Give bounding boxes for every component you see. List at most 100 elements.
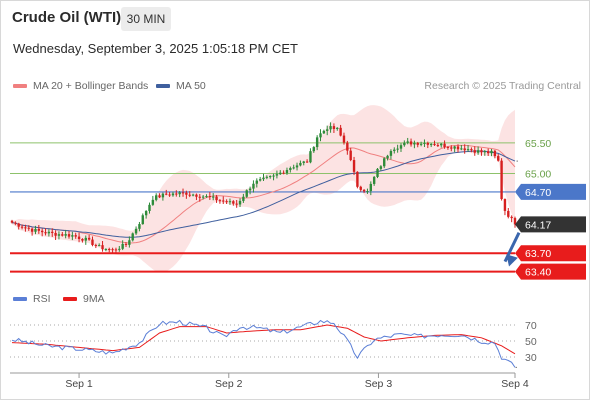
x-tick-label-0: Sep 1 (65, 378, 93, 390)
candle-body (67, 234, 71, 237)
candle-body (372, 176, 376, 184)
candle-body (319, 133, 322, 138)
candle-body (292, 167, 295, 169)
rsi-tick-50: 50 (525, 336, 537, 348)
candle-body (114, 249, 118, 251)
candle-body (460, 148, 463, 150)
candle-body (188, 194, 191, 196)
legend-rsi-ma: 9MA (63, 293, 105, 305)
candle-body (356, 171, 359, 187)
timeframe-badge[interactable]: 30 MIN (121, 7, 171, 31)
last-price-tag (515, 216, 586, 233)
candle-body (111, 249, 114, 251)
level-label-63.70: 63.70 (525, 248, 551, 260)
candle-body (349, 150, 352, 161)
candle-body (248, 188, 252, 191)
x-tick-label-2: Sep 3 (365, 378, 393, 390)
candle-body (476, 150, 480, 153)
candle-body (262, 177, 265, 180)
rsi-tick-30: 30 (525, 352, 537, 364)
candle-body (148, 204, 151, 211)
candle-body (409, 141, 413, 145)
candle-body (362, 189, 366, 192)
candle-body (470, 149, 473, 151)
level-label-65.00: 65.00 (525, 169, 551, 181)
candle-body (218, 200, 222, 202)
candle-body (161, 193, 165, 198)
candle-body (352, 160, 356, 172)
candle-body (312, 147, 315, 152)
rsi-tick-70: 70 (525, 320, 537, 332)
rsi-panel-layer: 70 50 30 (10, 319, 537, 368)
candle-body (51, 231, 54, 233)
legend-rsi: RSI (13, 293, 51, 305)
candle-body (212, 196, 215, 198)
candle-body (399, 145, 403, 149)
candle-body (208, 196, 212, 198)
candle-body (57, 234, 61, 236)
candle-body (285, 170, 289, 174)
candle-body (198, 196, 201, 198)
candle-body (252, 183, 255, 189)
legend-ma20-label: MA 20 + Bollinger Bands (33, 80, 149, 92)
candle-body (346, 142, 349, 151)
candle-body (144, 210, 148, 216)
candle-body (14, 222, 17, 224)
candle-body (34, 228, 37, 232)
candle-body (24, 227, 27, 229)
candle-body (443, 143, 446, 148)
candle-body (71, 235, 74, 237)
candle-body (486, 151, 490, 154)
candle-body (366, 191, 369, 193)
candle-body (81, 238, 84, 241)
candle-body (269, 176, 272, 178)
level-tag-63.40 (515, 263, 586, 280)
candle-body (84, 237, 87, 241)
candle-body (201, 196, 205, 198)
candle-body (379, 166, 383, 169)
candle-body (181, 192, 185, 194)
candle-body (165, 193, 168, 195)
candle-body (77, 236, 81, 239)
candle-body (376, 168, 379, 177)
candle-body (389, 151, 393, 156)
chart-datetime: Wednesday, September 3, 2025 1:05:18 PM … (13, 41, 298, 56)
candle-body (423, 142, 426, 144)
candle-body (141, 215, 144, 225)
legend-ma50-label: MA 50 (176, 80, 206, 92)
candle-body (429, 144, 433, 146)
candle-body (91, 239, 94, 246)
candle-body (215, 196, 218, 201)
level-tag-63.70 (515, 245, 586, 262)
candle-body (185, 192, 188, 195)
rsi-ma-line (11, 324, 516, 355)
candle-body (295, 165, 299, 168)
level-label-63.40: 63.40 (525, 267, 551, 279)
ma50-swatch (156, 84, 170, 88)
candle-body (332, 126, 336, 129)
candle-body (503, 199, 507, 211)
candle-body (205, 196, 208, 198)
candle-body (433, 144, 436, 146)
candle-body (369, 183, 373, 192)
candle-body (27, 227, 30, 229)
candle-body (413, 142, 416, 145)
candle-body (232, 201, 235, 204)
candle-body (97, 245, 101, 247)
candle-body (396, 148, 399, 150)
bollinger-band-fill (12, 105, 515, 273)
candle-body (108, 248, 111, 250)
candle-body (342, 135, 346, 143)
candle-body (426, 142, 430, 145)
candle-body (265, 176, 269, 178)
candle-body (228, 201, 232, 203)
candle-body (191, 194, 195, 196)
last-price-label: 64.17 (525, 219, 551, 231)
candle-body (151, 199, 155, 205)
candle-body (497, 156, 500, 161)
ma50-line (11, 150, 516, 238)
candle-body (329, 126, 332, 130)
levels-layer (10, 142, 515, 273)
forecast-arrow-head (506, 254, 518, 267)
